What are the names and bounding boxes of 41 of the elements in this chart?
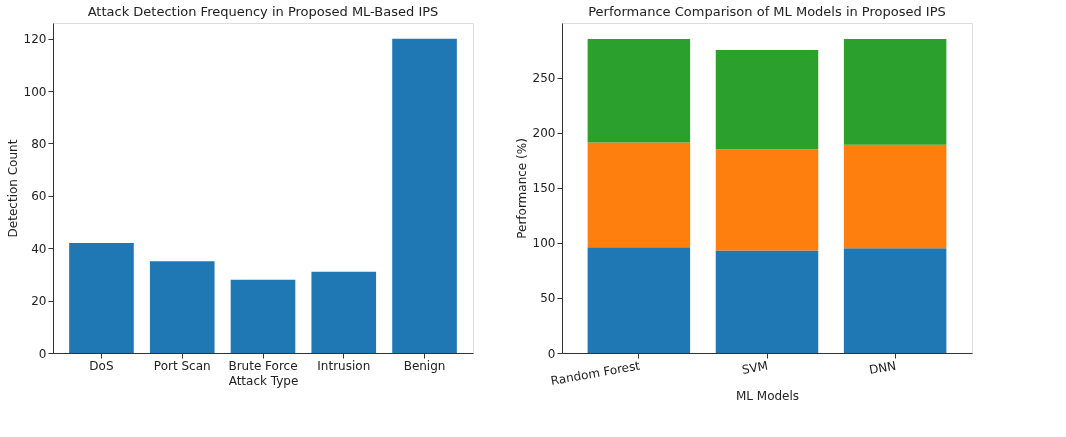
- y-tick-label: 50: [540, 291, 556, 306]
- y-tick-label: 250: [532, 71, 556, 86]
- x-tick-label: Intrusion: [317, 358, 371, 373]
- y-tick-label: 120: [23, 32, 47, 47]
- bar: [587, 142, 691, 248]
- bar: [69, 243, 134, 353]
- y-tick-label: 60: [31, 189, 47, 204]
- x-tick-label: Port Scan: [153, 358, 211, 373]
- x-axis-title: Attack Type: [228, 373, 299, 388]
- bar: [311, 271, 377, 353]
- x-axis-title: ML Models: [735, 389, 800, 404]
- y-tick-label: 100: [23, 84, 47, 99]
- y-axis-title: Detection Count: [5, 139, 20, 238]
- x-tick-label: Benign: [403, 358, 446, 373]
- chart-title: Performance Comparison of ML Models in Proposed IPS: [588, 4, 946, 19]
- bar: [715, 49, 819, 150]
- bar: [587, 247, 691, 353]
- y-tick-label: 200: [532, 126, 556, 141]
- bar: [843, 38, 947, 145]
- bar: [587, 38, 691, 143]
- y-tick-label: 0: [38, 346, 47, 361]
- bar: [715, 149, 819, 251]
- x-tick-label: SVM: [740, 358, 770, 377]
- x-tick-label: Random Forest: [549, 358, 642, 388]
- bar: [230, 279, 296, 353]
- bar: [843, 248, 947, 353]
- bar: [715, 250, 819, 353]
- y-tick-label: 20: [31, 294, 47, 309]
- y-tick-label: 0: [547, 346, 556, 361]
- bar: [149, 261, 215, 353]
- y-tick-label: 80: [31, 136, 47, 151]
- bar: [392, 38, 457, 353]
- y-tick-label: 150: [532, 181, 556, 196]
- x-tick-label: Brute Force: [228, 358, 298, 373]
- y-tick-label: 100: [532, 236, 556, 251]
- bar: [843, 144, 947, 249]
- y-tick-label: 40: [31, 241, 47, 256]
- chart-title: Attack Detection Frequency in Proposed ML-Based IPS: [87, 4, 439, 19]
- y-axis-title: Performance (%): [514, 138, 529, 239]
- x-tick-label: DoS: [89, 358, 114, 373]
- x-tick-label: DNN: [867, 358, 898, 378]
